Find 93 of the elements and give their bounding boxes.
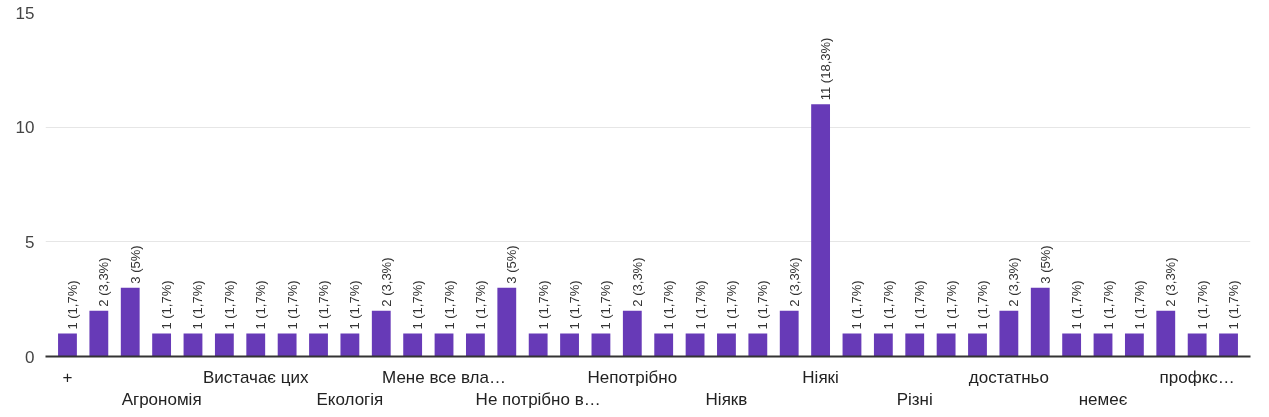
bar — [465, 333, 485, 357]
bar — [654, 333, 674, 357]
data-label: 2 (3,3%) — [629, 257, 645, 307]
data-label: 1 (1,7%) — [567, 280, 583, 330]
data-label: 3 (5%) — [127, 245, 143, 284]
data-label: 1 (1,7%) — [1069, 280, 1085, 330]
bar — [905, 333, 925, 357]
data-label: 1 (1,7%) — [912, 280, 928, 330]
data-label: 3 (5%) — [1037, 245, 1053, 284]
data-label: 1 (1,7%) — [410, 280, 426, 330]
bar — [591, 333, 611, 357]
bar — [1062, 333, 1082, 357]
x-tick-label: Екологія — [316, 390, 384, 410]
x-tick-label: профкс… — [1159, 367, 1235, 387]
x-tick-label: немеє — [1078, 390, 1128, 410]
bar — [120, 287, 140, 357]
bar — [434, 333, 454, 357]
data-label: 1 (1,7%) — [190, 280, 206, 330]
data-label: 1 (1,7%) — [880, 280, 896, 330]
x-tick-label: Мене все вла… — [382, 367, 506, 387]
bar — [403, 333, 423, 357]
x-tick-label: Непотрібно — [587, 367, 678, 387]
data-label: 1 (1,7%) — [221, 280, 237, 330]
data-label: 1 (1,7%) — [1194, 280, 1210, 330]
x-tick-label: Вистачає цих — [203, 367, 309, 387]
y-tick-label: 0 — [25, 347, 35, 367]
data-label: 2 (3,3%) — [96, 257, 112, 307]
x-tick-label: Ніякі — [802, 367, 839, 387]
bar — [685, 333, 705, 357]
bar — [340, 333, 360, 357]
bar — [58, 333, 77, 357]
bar — [717, 333, 736, 357]
bar — [214, 333, 234, 357]
data-label: 2 (3,3%) — [378, 257, 394, 307]
data-label: 1 (1,7%) — [661, 280, 677, 330]
bar — [842, 333, 862, 357]
y-tick-label: 5 — [25, 232, 35, 252]
bar — [873, 333, 893, 357]
data-label: 1 (1,7%) — [253, 280, 269, 330]
data-label: 1 (1,7%) — [284, 280, 300, 330]
data-label: 1 (1,7%) — [723, 280, 739, 330]
data-label: 2 (3,3%) — [1163, 257, 1179, 307]
x-tick-label: достатньо — [968, 367, 1049, 387]
x-tick-label: Ніякв — [705, 390, 748, 410]
x-tick-label: Не потрібно в… — [475, 390, 601, 410]
bar — [497, 287, 517, 357]
data-label: 11 (18,3%) — [818, 37, 834, 101]
x-tick-label: + — [62, 367, 73, 387]
bar — [748, 333, 768, 357]
data-label: 1 (1,7%) — [1131, 280, 1147, 330]
data-label: 1 (1,7%) — [1100, 280, 1116, 330]
data-label: 3 (5%) — [504, 245, 520, 284]
bar — [89, 310, 109, 357]
data-label: 2 (3,3%) — [1006, 257, 1022, 307]
data-label: 1 (1,7%) — [1226, 280, 1242, 330]
bar — [1030, 287, 1050, 357]
bar — [1219, 333, 1238, 357]
bar — [246, 333, 266, 357]
data-label: 1 (1,7%) — [943, 280, 959, 330]
bar — [277, 333, 297, 357]
bar — [968, 333, 987, 357]
y-tick-label: 10 — [15, 118, 35, 138]
data-label: 1 (1,7%) — [535, 280, 551, 330]
x-tick-label: Агрономія — [121, 390, 202, 410]
data-label: 1 (1,7%) — [692, 280, 708, 330]
bar — [1124, 333, 1144, 357]
bar — [1093, 333, 1113, 357]
data-label: 1 (1,7%) — [598, 280, 614, 330]
data-label: 1 (1,7%) — [472, 280, 488, 330]
bar — [309, 333, 328, 357]
bar — [811, 104, 831, 357]
bar — [779, 310, 799, 357]
bar — [560, 333, 579, 357]
data-label: 1 (1,7%) — [316, 280, 332, 330]
bar — [152, 333, 172, 357]
bar — [999, 310, 1019, 357]
data-label: 1 (1,7%) — [64, 280, 80, 330]
y-tick-label: 15 — [15, 3, 35, 23]
data-label: 1 (1,7%) — [347, 280, 363, 330]
bar — [528, 333, 548, 357]
x-tick-label: Різні — [896, 390, 933, 410]
bar — [622, 310, 642, 357]
bar — [1187, 333, 1207, 357]
bar — [183, 333, 203, 357]
bar — [371, 310, 391, 357]
data-label: 1 (1,7%) — [974, 280, 990, 330]
bar — [1156, 310, 1176, 357]
data-label: 1 (1,7%) — [755, 280, 771, 330]
data-label: 1 (1,7%) — [441, 280, 457, 330]
data-label: 1 (1,7%) — [849, 280, 865, 330]
bar — [936, 333, 956, 357]
data-label: 2 (3,3%) — [786, 257, 802, 307]
data-label: 1 (1,7%) — [159, 280, 175, 330]
